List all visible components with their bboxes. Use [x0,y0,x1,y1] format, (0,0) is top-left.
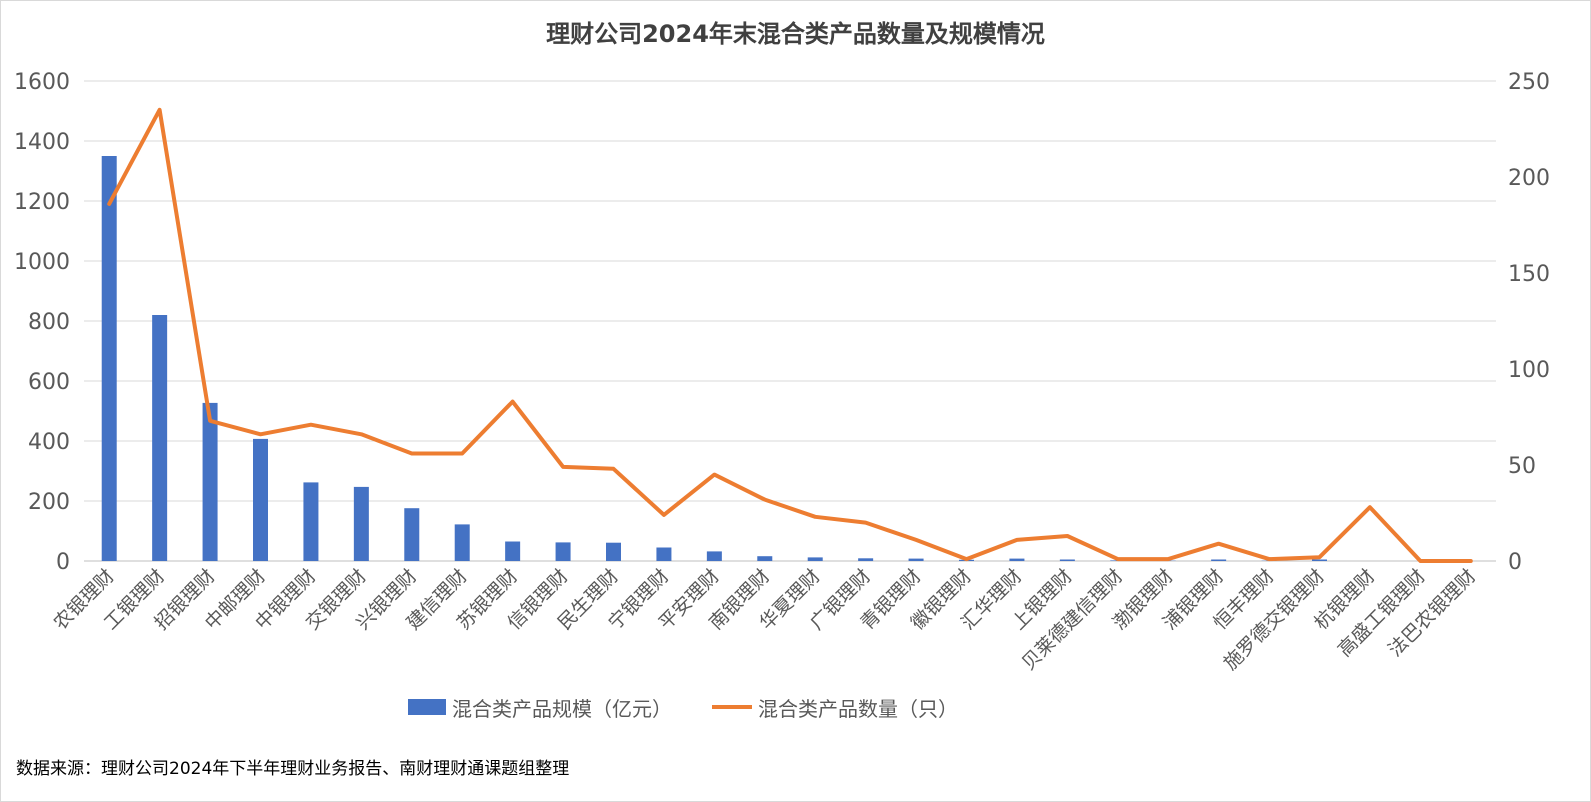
bar-series-layer [101,156,1327,561]
bar [303,482,319,561]
y-left-tick-label: 1200 [14,190,70,215]
legend: 混合类产品规模（亿元） 混合类产品数量（只） [408,697,958,721]
legend-bar-label: 混合类产品规模（亿元） [452,697,672,721]
count-line [107,107,1473,563]
y-left-tick-label: 1000 [14,250,70,275]
bar [454,524,470,561]
bar [101,156,117,561]
y-left-tick-label: 600 [28,370,70,395]
bar [404,508,420,561]
bar [353,486,369,561]
legend-bar-swatch [408,699,446,715]
bar [1312,559,1327,561]
bar [253,438,268,561]
y-right-tick-label: 50 [1508,454,1536,479]
bar [807,557,823,561]
bar [505,541,521,561]
y-right-tick-label: 200 [1508,166,1550,191]
bar [706,551,722,561]
x-axis-labels: 农银理财工银理财招银理财中邮理财中银理财交银理财兴银理财建信理财苏银理财信银理财… [49,565,1480,675]
bar [202,402,218,561]
chart-title: 理财公司2024年末混合类产品数量及规模情况 [546,20,1045,48]
y-left-tick-label: 1600 [14,70,70,95]
bar [606,542,621,561]
y-left-tick-label: 200 [28,490,70,515]
y-right-tick-label: 250 [1508,70,1550,95]
y-left-tick-label: 400 [28,430,70,455]
line-series-layer [107,107,1473,563]
legend-line-label: 混合类产品数量（只） [758,697,958,721]
bar [555,542,571,561]
source-note: 数据来源：理财公司2024年下半年理财业务报告、南财理财通课题组整理 [16,759,570,779]
bar [858,558,874,561]
bar [1211,559,1227,561]
bar [908,558,924,561]
bar [152,315,168,561]
y-left-tick-label: 800 [28,310,70,335]
y-left-tick-label: 0 [56,550,70,575]
bar [656,547,672,561]
bar [757,556,773,561]
y-right-tick-label: 0 [1508,550,1522,575]
y-right-tick-label: 150 [1508,262,1550,287]
bar [1059,559,1075,561]
axis-layer: 0 200 400 600 800 1000 1200 1400 1600 0 50 100 150 20… [14,70,1550,575]
y-left-tick-label: 1400 [14,130,70,155]
y-right-tick-label: 100 [1508,358,1550,383]
grid-layer [84,80,1496,562]
bar [1009,558,1025,561]
